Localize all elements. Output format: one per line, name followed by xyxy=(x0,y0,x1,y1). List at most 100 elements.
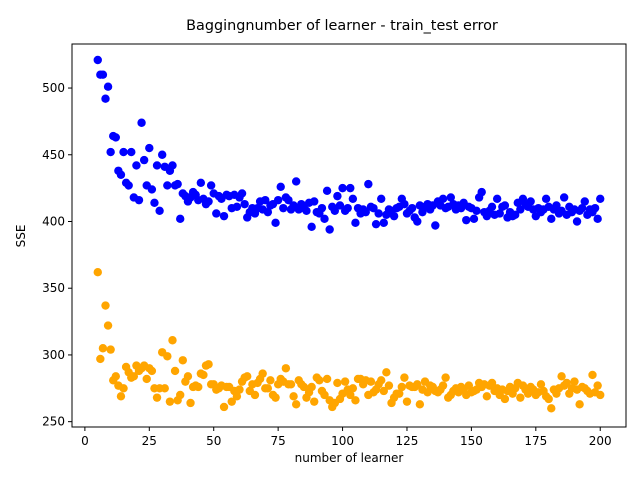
data-point-series-1-105 xyxy=(361,207,370,217)
data-point-series-2-34 xyxy=(178,356,187,365)
data-point-series-1-33 xyxy=(176,214,185,224)
data-point-series-2-27 xyxy=(160,384,169,393)
data-point-series-1-96 xyxy=(338,183,347,193)
x-tick-label: 200 xyxy=(589,434,612,448)
data-point-series-1-26 xyxy=(157,150,167,159)
x-axis-label: number of learner xyxy=(295,451,404,465)
data-point-series-2-20 xyxy=(142,374,151,384)
data-point-series-2-154 xyxy=(487,378,497,388)
data-point-series-2-165 xyxy=(516,393,525,402)
data-point-series-2-118 xyxy=(395,389,404,398)
data-point-series-2-62 xyxy=(250,390,260,400)
data-point-series-1-98 xyxy=(343,203,352,213)
data-point-series-1-156 xyxy=(492,194,502,203)
data-point-series-1-4 xyxy=(101,94,110,103)
y-tick-label: 450 xyxy=(42,148,65,162)
data-point-series-2-78 xyxy=(291,400,301,409)
data-point-series-1-88 xyxy=(317,203,327,213)
data-point-series-2-101 xyxy=(351,396,360,405)
data-point-series-1-25 xyxy=(155,206,164,216)
data-point-series-1-6 xyxy=(106,147,115,157)
data-point-series-1-148 xyxy=(472,206,481,216)
x-tick-label: 100 xyxy=(331,434,354,448)
data-point-series-1-138 xyxy=(446,193,455,202)
data-point-series-1-112 xyxy=(379,218,388,228)
data-point-series-1-44 xyxy=(204,197,213,206)
data-point-series-1-157 xyxy=(495,209,504,218)
data-point-series-1-13 xyxy=(124,181,133,190)
data-point-series-1-123 xyxy=(407,203,417,213)
data-point-series-2-114 xyxy=(384,381,394,390)
data-point-series-1-5 xyxy=(103,82,113,91)
chart-title: Baggingnumber of learner - train_test er… xyxy=(186,18,498,34)
data-point-series-2-159 xyxy=(500,394,510,404)
data-point-series-1-147 xyxy=(469,214,479,224)
data-point-series-2-183 xyxy=(562,378,571,388)
data-point-series-2-177 xyxy=(547,404,556,413)
data-point-series-2-99 xyxy=(346,390,355,400)
data-point-series-2-181 xyxy=(557,372,566,381)
x-tick-label: 150 xyxy=(460,434,483,448)
x-tick-label: 50 xyxy=(206,434,221,448)
data-point-series-1-106 xyxy=(364,179,373,189)
data-point-series-2-56 xyxy=(235,385,244,394)
data-point-series-1-85 xyxy=(310,197,319,206)
data-point-series-1-169 xyxy=(526,197,535,206)
data-point-series-1-19 xyxy=(139,155,149,165)
x-tick-label: 125 xyxy=(396,434,419,448)
data-point-series-1-82 xyxy=(302,206,311,216)
plot-area xyxy=(93,55,605,413)
data-point-series-1-195 xyxy=(593,214,602,224)
data-point-series-1-67 xyxy=(263,207,273,217)
data-point-series-1-179 xyxy=(552,201,561,210)
data-point-series-2-22 xyxy=(147,366,157,376)
data-point-series-1-182 xyxy=(559,193,569,202)
data-point-series-1-28 xyxy=(163,181,172,190)
data-point-series-2-70 xyxy=(271,393,280,402)
data-point-series-1-91 xyxy=(325,225,334,234)
data-point-series-2-195 xyxy=(593,381,602,390)
data-point-series-1-144 xyxy=(462,215,471,225)
data-point-series-1-57 xyxy=(237,189,247,198)
data-point-series-2-113 xyxy=(382,368,391,377)
data-point-series-2-30 xyxy=(168,336,177,345)
data-point-series-2-196 xyxy=(596,390,605,400)
data-point-series-1-163 xyxy=(511,210,520,220)
data-point-series-1-93 xyxy=(330,206,340,216)
data-point-series-1-110 xyxy=(374,209,383,218)
data-point-series-2-50 xyxy=(219,402,229,412)
data-point-series-2-40 xyxy=(194,382,203,392)
data-point-series-2-84 xyxy=(307,382,316,392)
data-point-series-2-53 xyxy=(227,397,236,406)
data-point-series-1-84 xyxy=(307,222,316,232)
data-point-series-2-121 xyxy=(402,397,412,406)
data-point-series-1-101 xyxy=(351,218,360,228)
data-point-series-2-85 xyxy=(310,397,319,406)
y-axis-label: SSE xyxy=(14,225,28,248)
data-point-series-1-50 xyxy=(219,211,229,221)
data-point-series-1-154 xyxy=(487,202,497,212)
data-point-series-2-152 xyxy=(482,392,492,401)
data-point-series-2-6 xyxy=(106,345,115,354)
data-point-series-2-8 xyxy=(111,372,121,381)
data-point-series-2-29 xyxy=(165,397,175,406)
y-tick-label: 300 xyxy=(42,348,65,362)
data-point-series-1-14 xyxy=(127,147,136,157)
data-point-series-1-125 xyxy=(413,217,422,226)
data-point-series-1-16 xyxy=(132,161,141,170)
data-point-series-2-74 xyxy=(281,364,291,373)
data-point-series-1-100 xyxy=(348,194,358,203)
data-point-series-2-129 xyxy=(423,388,432,397)
data-point-series-1-18 xyxy=(137,118,146,127)
data-point-series-1-73 xyxy=(279,203,288,213)
data-point-series-1-190 xyxy=(580,197,589,206)
data-point-series-2-4 xyxy=(101,301,110,310)
data-point-series-2-97 xyxy=(340,377,350,386)
data-point-series-2-33 xyxy=(176,390,185,400)
y-tick-label: 500 xyxy=(42,81,65,95)
data-point-series-2-28 xyxy=(163,352,172,361)
data-point-series-2-136 xyxy=(441,373,450,382)
data-point-series-1-109 xyxy=(371,219,381,229)
data-point-series-2-65 xyxy=(258,369,267,378)
